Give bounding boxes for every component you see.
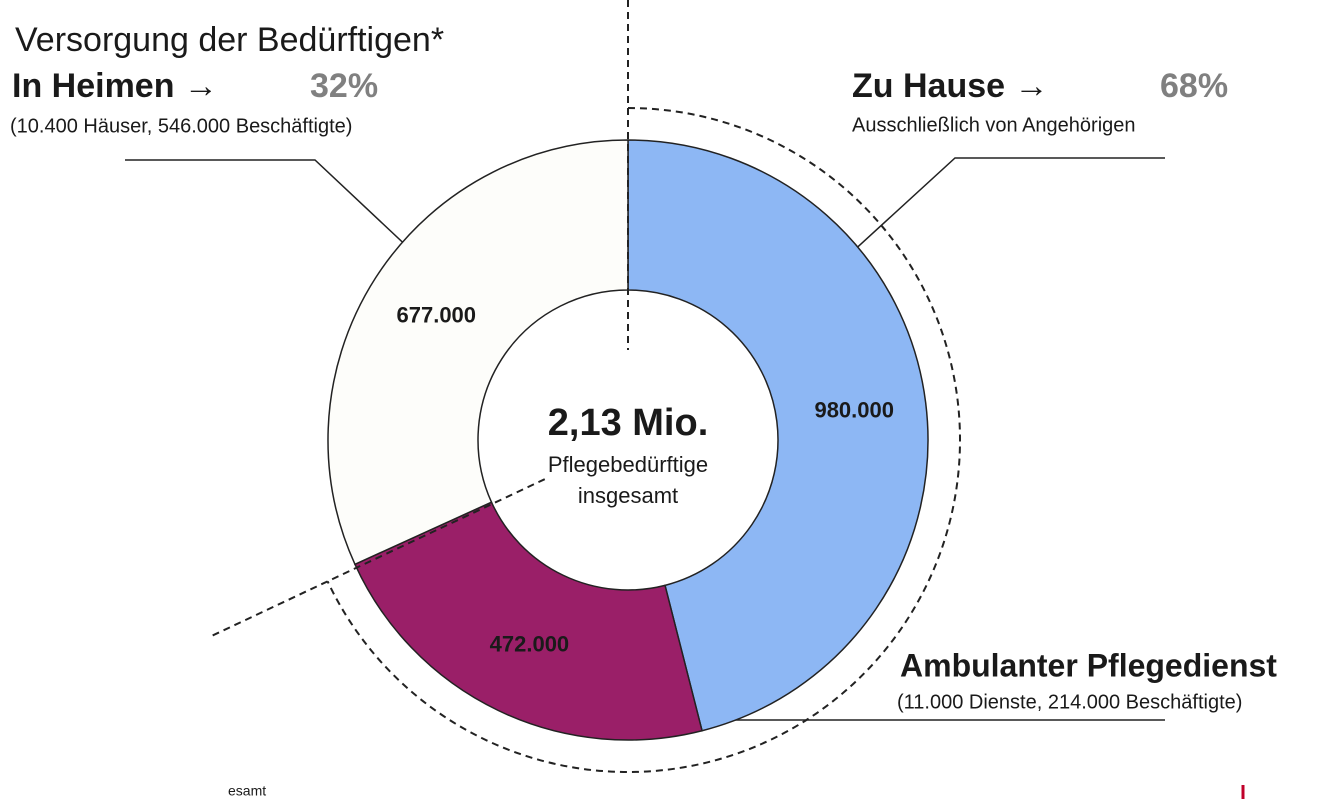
value-label: 677.000 [397, 302, 477, 327]
value-label: 472.000 [490, 631, 570, 656]
group-percent: 68% [1160, 67, 1228, 105]
leader-line [125, 159, 431, 269]
center-line: insgesamt [578, 483, 678, 508]
group-title: In Heimen → [12, 67, 218, 105]
donut-segment [627, 139, 929, 732]
group-title: Zu Hause → [852, 67, 1048, 105]
annotation-note: (11.000 Dienste, 214.000 Beschäftigte) [897, 691, 1242, 713]
leader-line [837, 157, 1165, 266]
annotation-title: Ambulanter Pflegedienst [900, 647, 1277, 683]
group-percent: 32% [310, 67, 378, 105]
center-line: Pflegebedürftige [548, 452, 708, 477]
footnote: esamt [228, 783, 266, 799]
chart-title: Versorgung der Bedürftigen* [15, 21, 444, 59]
group-note: (10.400 Häuser, 546.000 Beschäftigte) [10, 115, 352, 137]
donut-segment [353, 501, 703, 741]
value-label: 980.000 [814, 397, 894, 422]
group-note: Ausschließlich von Angehörigen [852, 114, 1136, 136]
group-arc [326, 107, 961, 773]
donut-segment [327, 139, 629, 566]
group-divider [211, 478, 546, 637]
center-title: 2,13 Mio. [548, 402, 709, 444]
